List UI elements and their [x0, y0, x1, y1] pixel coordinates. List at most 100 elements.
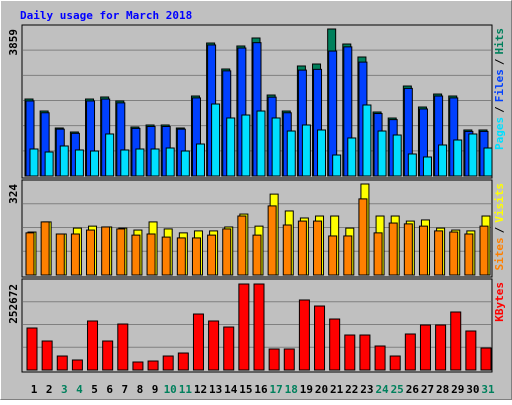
- legend-entry: Hits: [493, 28, 506, 55]
- x-tick-label: 12: [194, 383, 207, 396]
- legend: Pages / Files / Hits: [493, 28, 506, 150]
- x-tick-label: 9: [152, 383, 159, 396]
- bar: [207, 234, 217, 276]
- x-tick-label: 27: [421, 383, 434, 396]
- bar: [483, 147, 493, 177]
- legend-entry: KBytes: [493, 282, 506, 322]
- bar: [297, 220, 307, 276]
- bar: [102, 340, 114, 371]
- x-tick-label: 21: [330, 383, 344, 396]
- bar: [74, 149, 84, 177]
- x-tick-label: 1: [31, 383, 38, 396]
- bar: [362, 104, 372, 177]
- bar: [392, 134, 402, 177]
- x-tick-label: 15: [239, 383, 252, 396]
- x-tick-label: 30: [466, 383, 479, 396]
- legend: KBytes: [493, 282, 506, 322]
- bar: [298, 299, 310, 371]
- bar: [344, 334, 356, 371]
- bar: [407, 153, 417, 177]
- bar: [419, 324, 431, 371]
- bar: [131, 234, 141, 276]
- y-tick-label: 324: [7, 184, 20, 204]
- legend-separator: /: [493, 226, 506, 233]
- bar: [90, 150, 100, 177]
- x-tick-label: 29: [451, 383, 464, 396]
- legend-entry: Sites: [493, 237, 506, 270]
- bar: [252, 234, 262, 276]
- bar: [271, 117, 281, 177]
- bar: [453, 139, 463, 177]
- bar: [403, 223, 413, 276]
- bar: [180, 150, 190, 177]
- bar: [347, 137, 357, 177]
- bar: [211, 103, 221, 177]
- bar: [146, 233, 156, 276]
- bar: [135, 148, 145, 177]
- bar: [332, 154, 342, 177]
- x-tick-label: 14: [224, 383, 238, 396]
- bar: [434, 230, 444, 276]
- bar: [222, 228, 232, 276]
- bar: [176, 237, 186, 276]
- legend-entry: Files: [493, 69, 506, 102]
- bar: [480, 347, 492, 371]
- bar: [253, 283, 265, 371]
- x-tick-label: 25: [391, 383, 404, 396]
- bar: [329, 318, 341, 371]
- bar: [86, 229, 96, 276]
- x-tick-label: 10: [164, 383, 177, 396]
- bar: [120, 149, 130, 177]
- bar: [105, 133, 115, 177]
- bar: [343, 235, 353, 276]
- x-tick-label: 31: [481, 383, 495, 396]
- bar: [226, 117, 236, 177]
- bar: [283, 348, 295, 371]
- bar: [116, 228, 126, 276]
- y-tick-label: 252672: [7, 284, 20, 324]
- bar: [165, 147, 175, 177]
- bar: [450, 311, 462, 371]
- x-tick-label: 20: [315, 383, 328, 396]
- bar: [438, 144, 448, 177]
- x-tick-label: 16: [254, 383, 268, 396]
- bar: [449, 231, 459, 276]
- bar: [286, 130, 296, 177]
- legend-entry: Visits: [493, 183, 506, 223]
- bar: [358, 198, 368, 276]
- x-tick-label: 3: [61, 383, 68, 396]
- bar: [435, 324, 447, 371]
- bar: [150, 148, 160, 177]
- bar: [191, 237, 201, 276]
- x-tick-label: 8: [137, 383, 144, 396]
- x-tick-label: 26: [406, 383, 420, 396]
- bar: [238, 283, 250, 371]
- bar: [29, 148, 39, 177]
- bar: [59, 145, 69, 177]
- bar: [464, 233, 474, 276]
- bar: [101, 226, 111, 276]
- bar: [162, 355, 174, 371]
- chart-title: Daily usage for March 2018: [20, 9, 192, 22]
- x-tick-label: 19: [300, 383, 313, 396]
- bar: [479, 225, 489, 276]
- bar: [237, 215, 247, 276]
- bar: [132, 361, 144, 371]
- bar: [374, 345, 386, 371]
- bar: [192, 313, 204, 371]
- x-tick-label: 5: [91, 383, 98, 396]
- x-tick-label: 23: [360, 383, 373, 396]
- bar: [282, 224, 292, 276]
- bar: [256, 110, 266, 177]
- bar: [26, 327, 38, 371]
- bar: [177, 352, 189, 371]
- x-tick-label: 2: [46, 383, 53, 396]
- bar: [314, 305, 326, 371]
- bar: [117, 323, 129, 371]
- bar: [87, 320, 99, 371]
- bar: [70, 233, 80, 276]
- bar: [389, 355, 401, 371]
- bar: [241, 114, 251, 177]
- bar: [377, 130, 387, 177]
